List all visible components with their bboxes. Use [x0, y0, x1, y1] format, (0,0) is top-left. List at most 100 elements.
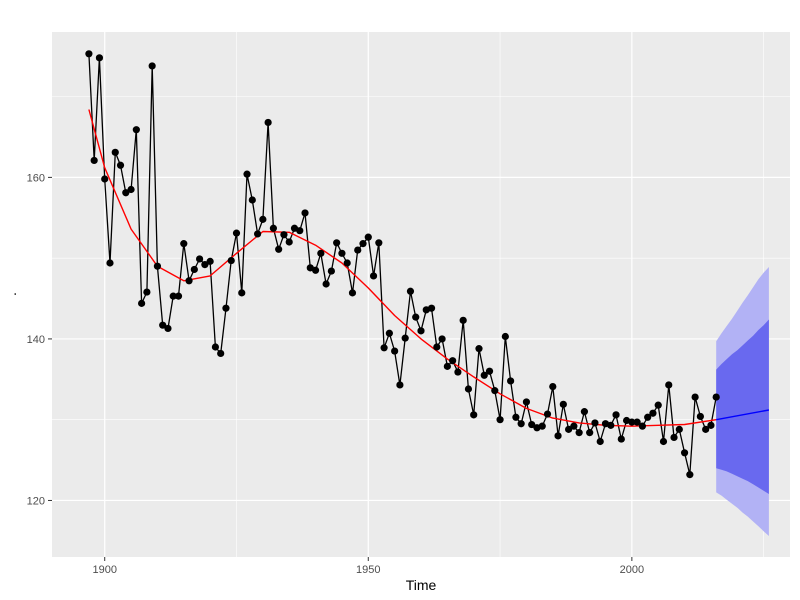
observed-point [174, 292, 183, 300]
observed-point [459, 316, 467, 324]
observed-point [327, 267, 335, 275]
observed-point [496, 416, 504, 424]
observed-point [549, 382, 557, 391]
observed-point [338, 249, 346, 257]
y-tick-label: 160 [27, 172, 45, 184]
observed-point [580, 408, 589, 416]
x-tick-label: 1950 [356, 564, 380, 576]
observed-point [644, 413, 652, 421]
observed-point [238, 289, 246, 297]
observed-point [417, 327, 425, 335]
observed-point [169, 292, 177, 300]
observed-point [380, 344, 388, 352]
observed-point [707, 421, 715, 429]
observed-point [322, 280, 330, 288]
observed-point [443, 362, 451, 370]
observed-point [659, 437, 668, 446]
x-tick-label: 1900 [92, 564, 116, 576]
observed-point [654, 401, 662, 409]
observed-point [559, 400, 567, 408]
observed-point [90, 156, 98, 165]
observed-point [111, 148, 119, 156]
observed-point [275, 245, 283, 253]
observed-point [528, 420, 536, 429]
observed-point [433, 343, 441, 351]
observed-point [148, 62, 156, 70]
observed-point [680, 449, 689, 457]
observed-point [248, 196, 256, 204]
observed-point [696, 412, 704, 421]
y-axis-title: . [3, 292, 19, 296]
observed-point [543, 410, 552, 418]
observed-point [406, 287, 415, 295]
observed-point [122, 189, 130, 197]
observed-point [491, 387, 499, 395]
observed-point [153, 262, 162, 270]
observed-point [586, 429, 594, 437]
observed-point [638, 422, 647, 430]
y-tick-label: 120 [27, 495, 45, 507]
observed-point [702, 425, 710, 433]
observed-point [138, 299, 146, 307]
axis-tick-labels: 1900 1950 2000 120 140 160 [27, 172, 644, 576]
observed-point [369, 272, 378, 280]
observed-point [691, 393, 699, 401]
forecast-bands [716, 267, 769, 536]
observed-point [116, 161, 125, 169]
observed-point [512, 413, 520, 421]
observed-point [359, 240, 367, 248]
observed-point [501, 332, 509, 341]
observed-point [507, 377, 515, 385]
observed-point [217, 349, 225, 358]
observed-point [686, 471, 694, 479]
observed-point [280, 231, 288, 239]
observed-point [206, 257, 214, 265]
observed-point [480, 371, 488, 379]
observed-point [227, 256, 235, 265]
observed-point [633, 418, 641, 426]
observed-point [596, 437, 604, 446]
observed-point [628, 418, 636, 426]
observed-point [665, 381, 673, 389]
observed-point [190, 265, 198, 274]
observed-point [211, 343, 220, 351]
observed-point [333, 239, 341, 247]
observed-point [253, 230, 262, 238]
observed-point [343, 259, 351, 267]
observed-point [259, 215, 267, 223]
observed-point [438, 335, 446, 343]
observed-point [301, 209, 309, 217]
observed-point [348, 289, 357, 297]
observed-point [427, 304, 436, 312]
observed-point [375, 239, 383, 247]
observed-point [101, 175, 109, 183]
forecast-mean-line [716, 409, 770, 421]
observed-point [296, 227, 304, 235]
observed-point [317, 249, 325, 257]
observed-point [675, 425, 683, 433]
observed-point [95, 54, 104, 62]
observed-points [85, 50, 720, 479]
observed-point [159, 321, 167, 329]
observed-point [196, 255, 204, 263]
observed-point [670, 433, 678, 442]
observed-point [264, 118, 272, 127]
observed-point [565, 425, 573, 433]
observed-point [454, 368, 462, 376]
observed-point [106, 259, 114, 267]
observed-point [164, 324, 172, 333]
observed-point [570, 422, 578, 430]
observed-point [85, 50, 93, 58]
observed-point [607, 421, 615, 429]
observed-point [591, 419, 599, 427]
x-tick-label: 2000 [620, 564, 644, 576]
observed-point [575, 429, 583, 437]
major-gridlines [52, 32, 790, 557]
observed-point [449, 357, 457, 365]
observed-point [649, 409, 657, 417]
observed-point [401, 334, 409, 342]
observed-point [617, 435, 625, 443]
observed-point [475, 345, 483, 353]
observed-point [385, 329, 393, 337]
